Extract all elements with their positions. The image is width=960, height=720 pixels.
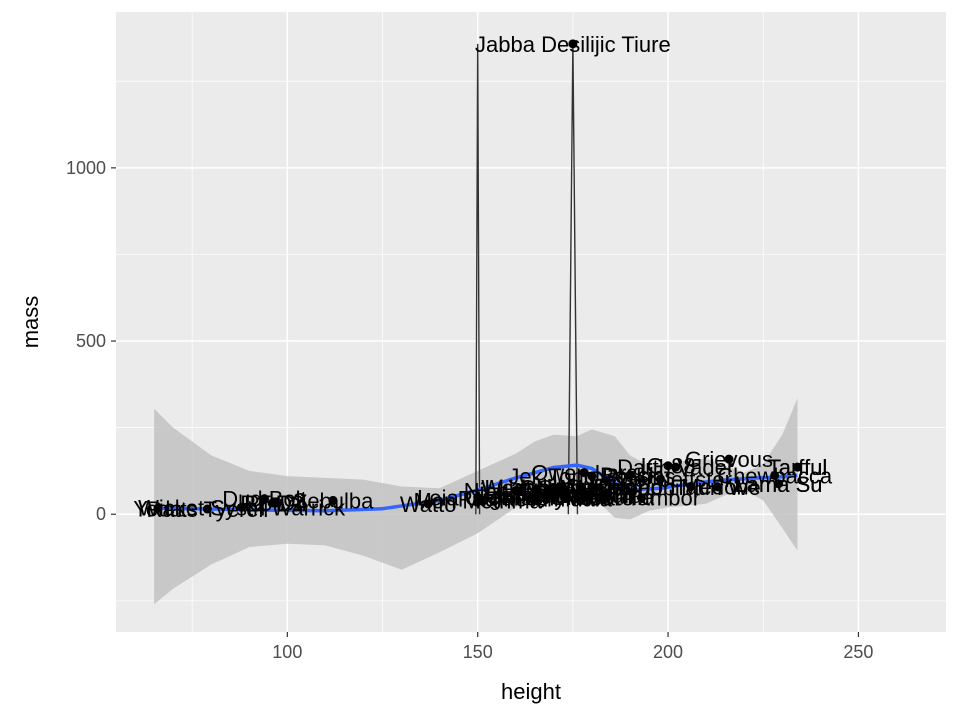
point-label: Luke Skywalker (484, 476, 638, 501)
point-label: Yoda (133, 496, 183, 521)
point-label: R5-D4 (244, 491, 308, 516)
point-label: Lama Su (734, 472, 822, 497)
x-tick-label: 250 (843, 642, 873, 662)
smooth-line (157, 463, 798, 513)
grid-minor (116, 12, 946, 632)
point-label: Barriss Offee (475, 485, 603, 510)
point-label: Adi Gallia (560, 485, 655, 510)
data-point (587, 482, 597, 492)
y-tick-label: 1000 (66, 158, 106, 178)
point-label: Mon Mothma (414, 488, 543, 513)
data-point (541, 490, 551, 500)
data-point (671, 462, 681, 472)
data-point (579, 468, 589, 478)
point-label: Bossk (600, 463, 661, 488)
point-label: Darth Vader (617, 455, 734, 480)
axes: 100 150 200 250 0 500 1000 (66, 158, 874, 662)
point-layer (153, 39, 803, 514)
point-label: Nien Nunb (464, 479, 568, 504)
data-point (602, 492, 612, 502)
y-tick-label: 0 (96, 504, 106, 524)
data-point (579, 490, 589, 500)
data-point (770, 470, 780, 480)
y-tick-label: 500 (76, 331, 106, 351)
data-point (568, 39, 578, 49)
data-point (655, 474, 665, 484)
data-point (575, 482, 585, 492)
point-label: Leia Organa (417, 485, 539, 510)
data-point (663, 461, 673, 471)
data-point (595, 483, 605, 493)
point-label: Zam Wesell (488, 483, 604, 508)
point-label: Padmé Amidala (458, 487, 613, 512)
point-label: Han Solo (547, 475, 638, 500)
point-label: Taun We (674, 475, 760, 500)
data-point (556, 483, 566, 493)
smooth-line-layer (157, 463, 798, 513)
data-point (423, 499, 433, 509)
point-label: Tarfful (768, 455, 828, 480)
point-label: Grievous (685, 447, 773, 472)
spike-outline (475, 43, 481, 515)
x-axis-title: height (501, 679, 561, 704)
point-label: Owen Lars (531, 461, 637, 486)
data-point (773, 479, 783, 489)
point-label: Wedge Antilles (481, 476, 626, 501)
point-label: Jek Tono Porkins (508, 464, 675, 489)
x-tick-label: 200 (653, 642, 683, 662)
data-point (237, 502, 247, 512)
data-point (793, 462, 803, 472)
point-label: Tarfful (768, 455, 828, 480)
x-tick-label: 100 (272, 642, 302, 662)
point-label: Lando Calrissian (499, 475, 663, 500)
data-point (549, 490, 559, 500)
data-point (587, 471, 597, 481)
data-point (724, 454, 734, 464)
x-tick-label: 150 (463, 642, 493, 662)
point-label: Dexter Jettster (589, 467, 732, 492)
point-label: Sebulba (293, 488, 375, 513)
data-point (511, 486, 521, 496)
point-label: Dud Bolt (222, 487, 306, 512)
point-label: Tion Medon (633, 475, 748, 500)
point-label: R2-D2 (240, 491, 304, 516)
data-point (636, 493, 646, 503)
data-point (328, 495, 338, 505)
data-point (271, 498, 281, 508)
point-label: Jabba Desilijic Tiure (475, 32, 671, 57)
point-label: Wicket Systri Warrick (138, 495, 346, 520)
point-label: Sly Moore (535, 486, 634, 511)
point-label: Ratts Tyerell (146, 497, 268, 522)
y-axis-title: mass (18, 296, 43, 349)
data-point (686, 482, 696, 492)
point-label: Shaak Ti (541, 482, 627, 507)
point-label: Chewbacca (717, 463, 833, 488)
point-label: Wat Tambor (583, 486, 700, 511)
point-label: Obi-Wan Kenobi (519, 476, 680, 501)
data-point (534, 492, 544, 502)
point-label: IG-88 (641, 454, 696, 479)
data-point (202, 504, 212, 514)
data-point (473, 495, 483, 505)
data-point (153, 503, 163, 513)
point-label: Ayla Secura (525, 483, 644, 508)
data-point (625, 470, 635, 480)
point-label: Luminara Unduli (474, 483, 634, 508)
data-point (549, 483, 559, 493)
point-label: Lama Su (734, 472, 822, 497)
point-label: Watto (400, 492, 457, 517)
data-point (259, 494, 269, 504)
data-point (713, 482, 723, 492)
point-label-layer: Jabba Desilijic Tiure GrievousIG-88Darth … (133, 32, 833, 522)
